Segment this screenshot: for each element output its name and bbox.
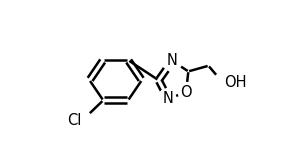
Text: OH: OH — [224, 75, 246, 90]
Text: O: O — [180, 85, 192, 100]
Text: Cl: Cl — [67, 113, 81, 128]
Text: N: N — [163, 91, 174, 106]
Text: N: N — [167, 53, 178, 68]
